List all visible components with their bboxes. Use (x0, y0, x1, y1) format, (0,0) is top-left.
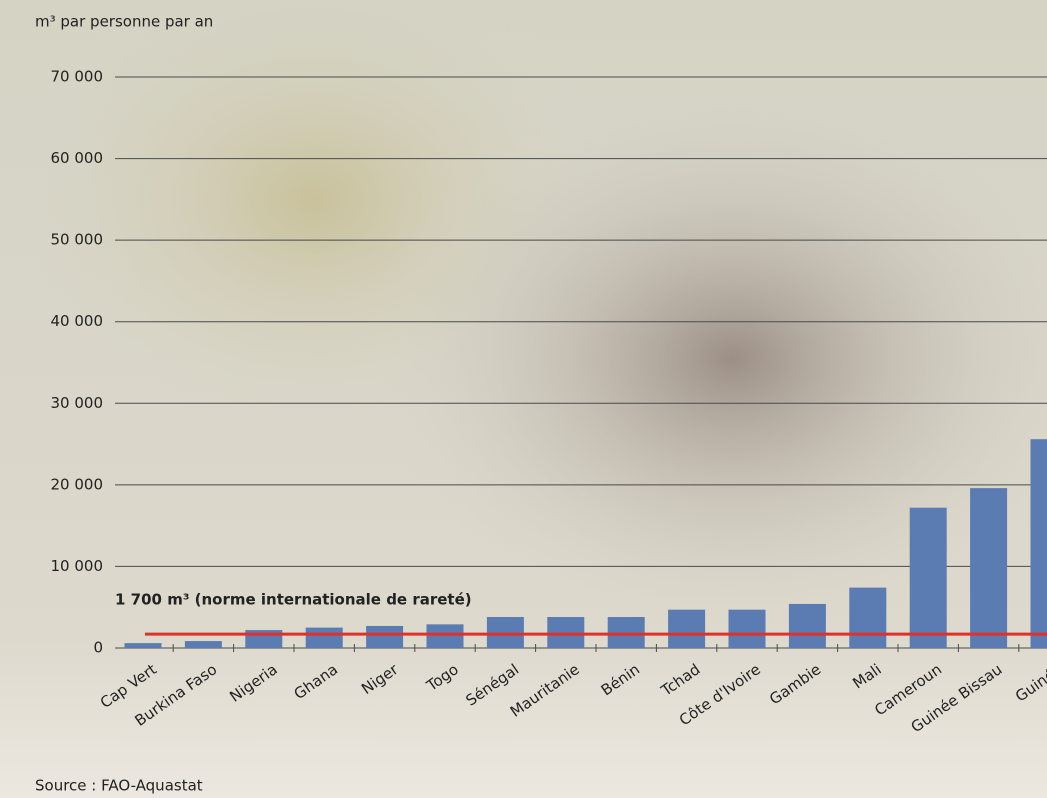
bar (668, 609, 706, 648)
bar (728, 609, 766, 648)
bar (486, 617, 524, 648)
source: Source : FAO-Aquastat (35, 777, 203, 795)
y-tick-label: 60 000 (51, 149, 104, 167)
y-tick-label: 0 (93, 639, 103, 657)
bar (970, 488, 1008, 648)
bar (426, 624, 464, 648)
bar (607, 617, 645, 648)
y-tick-label: 50 000 (51, 231, 104, 249)
y-tick-label: 20 000 (51, 475, 104, 493)
y-tick-label: 10 000 (51, 557, 104, 575)
bar (1030, 439, 1047, 648)
y-tick-label: 70 000 (51, 68, 104, 86)
reference-label: 1 700 m³ (norme internationale de rareté… (115, 591, 472, 609)
axis-title: m³ par personne par an (35, 13, 213, 31)
bar (184, 641, 222, 648)
bar (547, 617, 585, 648)
bar (909, 507, 947, 648)
bar (849, 587, 887, 648)
bar (305, 627, 343, 648)
bar (366, 625, 404, 648)
y-tick-label: 30 000 (51, 394, 104, 412)
y-tick-label: 40 000 (51, 312, 104, 330)
bar (124, 643, 162, 648)
bar (788, 603, 826, 648)
